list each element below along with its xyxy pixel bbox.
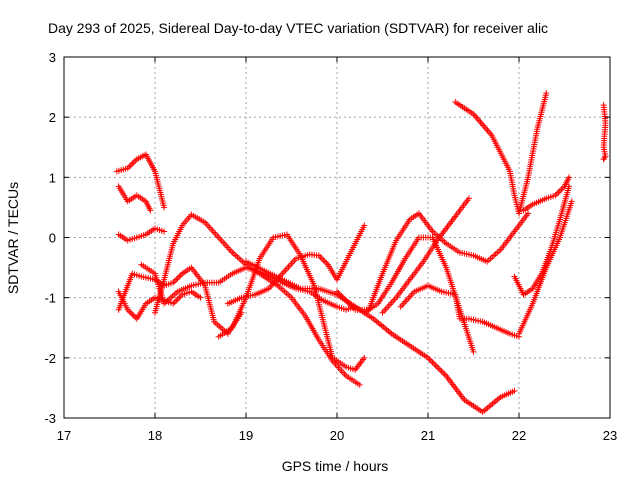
series-arc-15 <box>452 99 522 217</box>
series-arc-8 <box>215 231 368 373</box>
x-tick-label: 21 <box>421 428 435 443</box>
y-axis: -3 -2 -1 0 1 2 3 <box>44 50 610 426</box>
series-arc-1 <box>113 151 168 211</box>
series-arc-7 <box>152 211 363 388</box>
data-point <box>171 299 178 306</box>
y-tick-label: 2 <box>49 110 56 125</box>
data-point <box>130 159 137 166</box>
data-point <box>174 296 181 303</box>
data-point <box>437 366 444 373</box>
x-tick-label: 17 <box>57 428 71 443</box>
data-point <box>556 187 563 194</box>
data-point <box>176 273 183 280</box>
x-tick-label: 19 <box>239 428 253 443</box>
data-point <box>127 309 134 316</box>
data-point <box>321 258 328 265</box>
series-arc-19 <box>516 198 575 337</box>
data-point <box>318 255 325 262</box>
data-point <box>470 348 477 355</box>
data-point <box>173 276 180 283</box>
series-arc-17 <box>516 90 550 217</box>
data-point <box>147 207 154 214</box>
data-point <box>130 312 137 319</box>
data-point <box>177 272 184 279</box>
data-point <box>600 156 607 163</box>
data-point <box>429 359 436 366</box>
y-tick-label: -2 <box>44 351 56 366</box>
data-point <box>129 311 136 318</box>
data-point <box>525 210 532 217</box>
y-tick-label: -1 <box>44 291 56 306</box>
data-point <box>426 356 433 363</box>
y-tick-label: -3 <box>44 411 56 426</box>
y-tick-label: 0 <box>49 231 56 246</box>
data-point <box>435 365 442 372</box>
data-point <box>320 257 327 264</box>
data-point <box>197 294 204 301</box>
series-arc-13 <box>379 195 472 316</box>
x-tick-label: 18 <box>148 428 162 443</box>
series-arc-12 <box>361 234 477 355</box>
data-point <box>428 357 435 364</box>
series-arc-16 <box>520 174 573 214</box>
data-point <box>361 222 368 229</box>
y-tick-label: 1 <box>49 170 56 185</box>
data-point <box>558 186 565 193</box>
x-axis-label: GPS time / hours <box>282 458 389 474</box>
series-arc-20 <box>600 102 609 163</box>
series-arc-14 <box>397 282 522 340</box>
data-point <box>432 362 439 369</box>
data-point <box>601 154 608 161</box>
data-point <box>161 204 168 211</box>
data-point <box>441 371 448 378</box>
data-point <box>555 189 562 196</box>
data-point <box>566 183 573 190</box>
data-point <box>161 228 168 235</box>
x-tick-label: 20 <box>330 428 344 443</box>
data-point <box>438 368 445 375</box>
data-point <box>568 198 575 205</box>
data-point <box>465 195 472 202</box>
data-point <box>173 297 180 304</box>
data-point <box>127 162 134 169</box>
data-point <box>356 381 363 388</box>
data-point <box>440 369 447 376</box>
chart-title: Day 293 of 2025, Sidereal Day-to-day VTE… <box>48 20 548 36</box>
data-point <box>566 174 573 181</box>
data-points <box>113 90 609 415</box>
data-point <box>543 90 550 97</box>
x-tick-label: 23 <box>603 428 617 443</box>
data-point <box>176 294 183 301</box>
data-point <box>129 160 136 167</box>
data-point <box>361 354 368 361</box>
x-axis: 17 18 19 20 21 22 23 <box>57 57 617 443</box>
data-point <box>174 275 181 282</box>
series-arc-2 <box>115 183 154 214</box>
data-point <box>434 363 441 370</box>
y-axis-label: SDTVAR / TECUs <box>5 182 21 294</box>
series-arc-3 <box>115 225 168 244</box>
x-tick-label: 22 <box>512 428 526 443</box>
data-point <box>431 360 438 367</box>
series-arc-5 <box>115 264 245 337</box>
data-point <box>511 387 518 394</box>
data-point <box>323 260 330 267</box>
series-arc-18 <box>511 183 573 298</box>
y-tick-label: 3 <box>49 50 56 65</box>
